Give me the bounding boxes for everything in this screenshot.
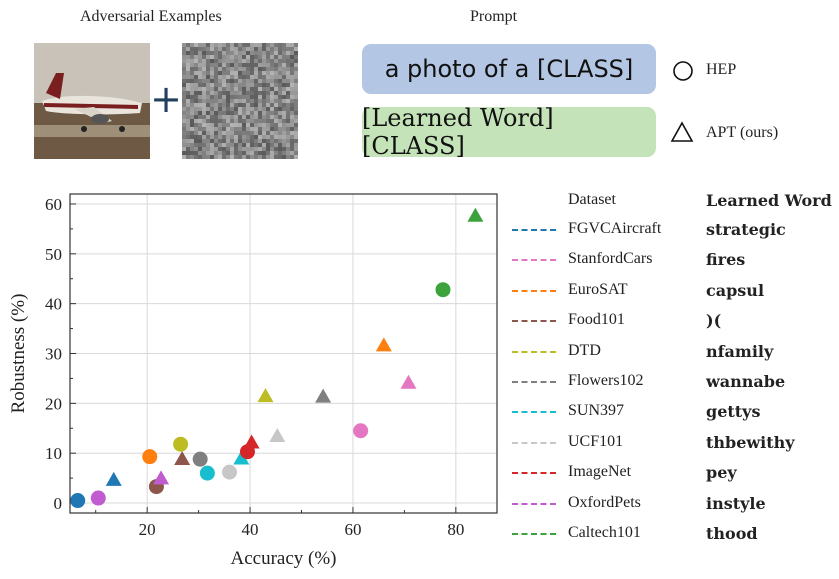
point-stanfordcars-apt: [400, 374, 417, 389]
x-tick-label: 20: [139, 520, 156, 539]
legend-dataset-name: StanfordCars: [568, 250, 653, 268]
legend-learned-word: capsul: [706, 280, 765, 300]
legend-learned-word: thbewithy: [706, 432, 795, 452]
chart-ticks: 20 40 60 80 0 10 20 30 40 50 60: [45, 195, 464, 539]
point-flowers102-hep: [192, 451, 208, 467]
legend-item: StanfordCars fires: [512, 246, 838, 274]
legend-dataset-name: UCF101: [568, 432, 624, 450]
point-imagenet-apt: [243, 434, 260, 449]
apt-prompt-box: [Learned Word] [CLASS]: [362, 104, 656, 160]
legend-dataset-name: ImageNet: [568, 463, 632, 481]
point-stanfordcars-hep: [353, 423, 369, 439]
scatter-chart: 20 40 60 80 0 10 20 30 40 50 60 Accuracy (%) Robus…: [8, 193, 498, 569]
legend-dataset-name: SUN397: [568, 402, 625, 420]
y-tick-label: 0: [54, 494, 63, 513]
legend-swatch: [512, 411, 556, 414]
legend-item: DTD nfamily: [512, 338, 838, 366]
triangle-marker-icon: [670, 121, 694, 142]
legend-swatch: [512, 441, 556, 444]
point-flowers102-apt: [315, 388, 332, 403]
y-tick-label: 10: [45, 444, 62, 463]
x-tick-label: 40: [242, 520, 259, 539]
point-oxfordpets-hep: [90, 490, 106, 506]
point-caltech101-apt: [467, 207, 484, 222]
legend-swatch: [512, 229, 556, 231]
legend-item: Caltech101 thood: [512, 520, 838, 548]
x-tick-label: 80: [447, 520, 464, 539]
legend-learned-word: nfamily: [706, 341, 774, 361]
legend-item: ImageNet pey: [512, 459, 838, 487]
hep-prompt-text: a photo of a [CLASS]: [384, 55, 634, 83]
legend-item: UCF101 thbewithy: [512, 429, 838, 457]
chart-legend: Dataset Learned Word FGVCAircraft strateg…: [512, 188, 838, 554]
legend-word-header: Learned Word: [706, 191, 832, 210]
legend-item: Flowers102 wannabe: [512, 368, 838, 396]
y-tick-label: 30: [45, 345, 62, 364]
legend-item: Food101 )(: [512, 307, 838, 335]
y-tick-label: 60: [45, 195, 62, 214]
adversarial-examples-title: Adversarial Examples: [80, 8, 222, 25]
legend-dataset-name: EuroSAT: [568, 280, 628, 298]
legend-learned-word: gettys: [706, 402, 761, 422]
legend-swatch: [512, 259, 556, 262]
legend-item: SUN397 gettys: [512, 398, 838, 426]
legend-dataset-name: OxfordPets: [568, 493, 641, 511]
prompt-title: Prompt: [470, 8, 518, 25]
hep-label: HEP: [706, 61, 737, 78]
legend-dataset-name: DTD: [568, 341, 601, 359]
x-axis-label: Accuracy (%): [230, 548, 336, 569]
legend-item: EuroSAT capsul: [512, 277, 838, 305]
point-dtd-apt: [257, 388, 274, 403]
legend-learned-word: pey: [706, 463, 737, 483]
point-fgvcaircraft-hep: [70, 493, 86, 509]
legend-dataset-header: Dataset: [568, 191, 616, 208]
legend-learned-word: )(: [706, 311, 722, 331]
legend-dataset-name: Caltech101: [568, 524, 641, 541]
plot-frame: [69, 193, 498, 514]
circle-marker-icon: [673, 61, 693, 81]
point-ucf101-apt: [269, 428, 286, 443]
legend-swatch: [512, 289, 556, 292]
point-sun397-apt: [233, 450, 250, 465]
legend-dataset-name: FGVCAircraft: [568, 220, 662, 237]
y-tick-label: 40: [45, 295, 62, 314]
point-eurosat-hep: [142, 449, 158, 465]
legend-swatch: [512, 533, 556, 535]
y-tick-label: 20: [45, 394, 62, 413]
legend-learned-word: thood: [706, 524, 758, 543]
point-oxfordpets-apt: [153, 470, 170, 485]
legend-swatch: [512, 472, 556, 475]
legend-swatch: [512, 350, 556, 353]
noise-image: [182, 43, 298, 159]
legend-item: FGVCAircraft strategic: [512, 216, 838, 244]
apt-label: APT (ours): [706, 124, 779, 141]
legend-item: OxfordPets instyle: [512, 490, 838, 518]
point-food101-apt: [174, 450, 191, 465]
chart-points: [70, 207, 484, 509]
airplane-image: [34, 43, 150, 159]
hep-prompt-box: a photo of a [CLASS]: [362, 44, 656, 94]
plus-sign: +: [150, 77, 182, 121]
point-caltech101-hep: [435, 282, 451, 298]
legend-dataset-name: Flowers102: [568, 372, 644, 389]
legend-swatch: [512, 320, 556, 323]
chart-grid: [70, 194, 497, 513]
y-axis-label: Robustness (%): [8, 294, 29, 414]
point-fgvcaircraft-apt: [105, 471, 122, 486]
point-ucf101-hep: [221, 464, 237, 480]
legend-swatch: [512, 502, 556, 505]
legend-learned-word: instyle: [706, 493, 766, 513]
legend-learned-word: wannabe: [706, 372, 786, 391]
point-dtd-hep: [173, 436, 189, 452]
y-tick-label: 50: [45, 245, 62, 264]
legend-learned-word: fires: [706, 250, 746, 270]
point-sun397-hep: [199, 465, 215, 481]
x-tick-label: 60: [344, 520, 361, 539]
legend-dataset-name: Food101: [568, 311, 625, 329]
point-eurosat-apt: [375, 337, 392, 352]
legend-swatch: [512, 381, 556, 383]
legend-learned-word: strategic: [706, 220, 786, 239]
apt-prompt-text: [Learned Word] [CLASS]: [362, 104, 554, 160]
